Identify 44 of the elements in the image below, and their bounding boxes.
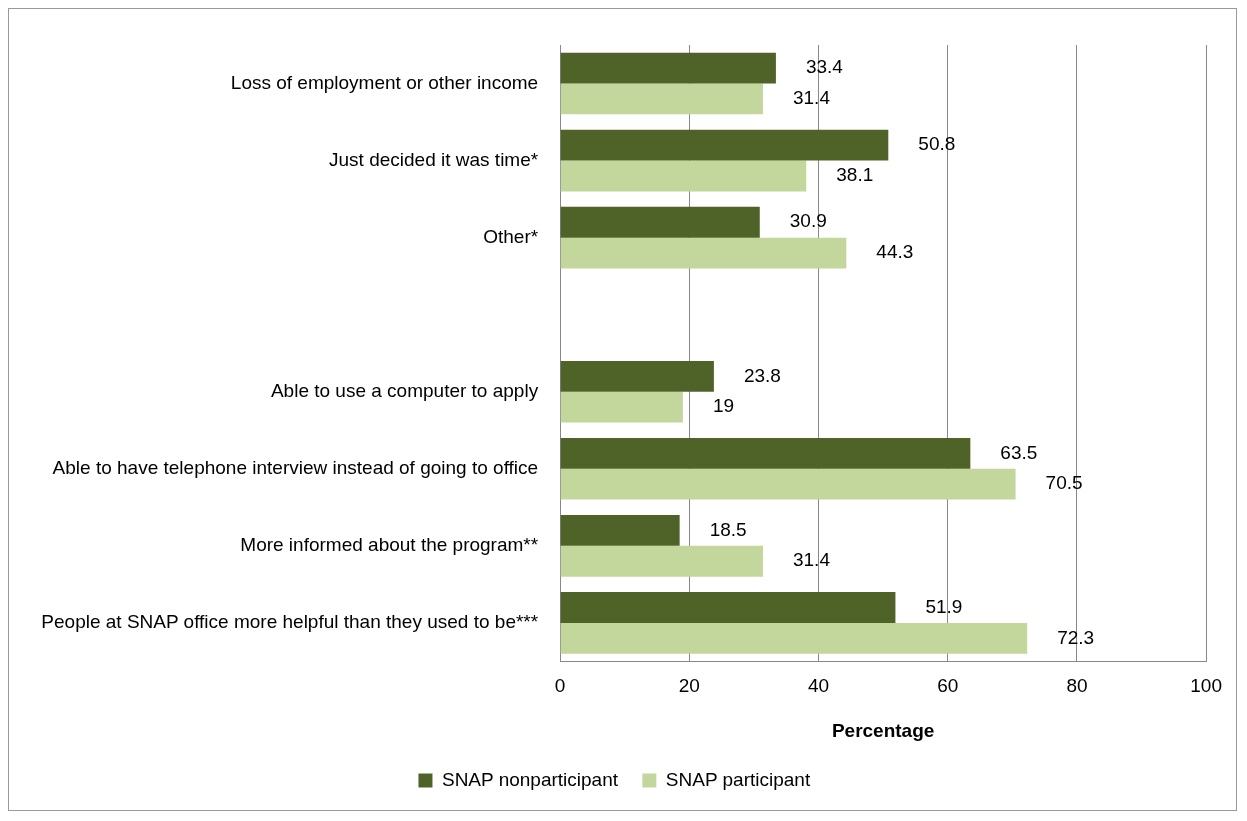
x-tick-label: 20	[678, 675, 700, 697]
data-label: 18.5	[709, 518, 747, 540]
data-label: 72.3	[1057, 626, 1095, 648]
bar	[560, 206, 760, 238]
bar	[560, 515, 680, 546]
x-tick-label: 80	[1066, 675, 1088, 697]
data-label: 31.4	[792, 549, 831, 571]
bar	[560, 592, 896, 623]
x-tick-label: 0	[554, 675, 566, 697]
legend-label: SNAP nonparticipant	[441, 768, 619, 790]
data-label: 19	[712, 395, 735, 417]
x-tick-label: 40	[807, 675, 830, 697]
y-tick-label: More informed about the program**	[240, 534, 539, 556]
bar	[560, 129, 889, 161]
data-label: 38.1	[836, 164, 874, 186]
bar	[560, 468, 1016, 500]
bar	[560, 360, 714, 392]
bar	[560, 237, 847, 269]
y-tick-label: Loss of employment or other income	[230, 71, 539, 93]
data-label: 63.5	[1000, 441, 1038, 463]
y-tick-label: Able to have telephone interview instead of going to office	[52, 457, 539, 479]
x-tick-label: 60	[937, 675, 959, 697]
data-label: 31.4	[792, 87, 831, 109]
bar	[560, 437, 971, 469]
data-label: 44.3	[876, 241, 914, 263]
y-tick-label: Other*	[483, 225, 539, 247]
y-tick-label: People at SNAP office more helpful than they used to be***	[41, 611, 539, 633]
x-tick-label: 100	[1190, 675, 1222, 697]
bar	[560, 391, 683, 423]
y-tick-label: Just decided it was time*	[329, 148, 539, 170]
data-label: 70.5	[1045, 472, 1083, 494]
data-label: 50.8	[918, 133, 956, 155]
legend-label: SNAP participant	[665, 768, 811, 790]
bar	[560, 83, 763, 115]
y-tick-label: Able to use a computer to apply	[270, 379, 539, 401]
x-axis-title: Percentage	[831, 719, 935, 741]
data-label: 23.8	[743, 364, 781, 386]
data-label: 51.9	[925, 595, 963, 617]
bar	[560, 52, 776, 84]
data-label: 30.9	[789, 210, 827, 232]
data-label: 33.4	[805, 56, 844, 78]
bar	[560, 622, 1028, 654]
bar	[560, 545, 763, 577]
bar	[560, 160, 807, 192]
